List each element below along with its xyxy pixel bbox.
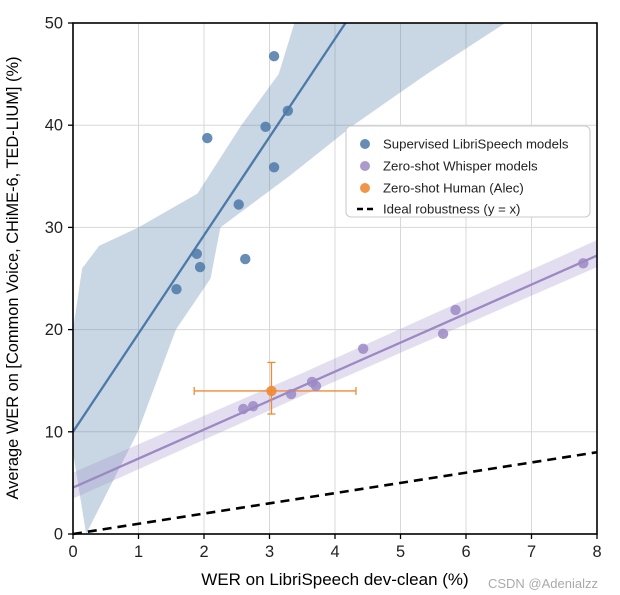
- svg-text:4: 4: [330, 543, 339, 561]
- svg-text:20: 20: [45, 321, 63, 339]
- svg-text:0: 0: [68, 543, 77, 561]
- svg-text:7: 7: [527, 543, 536, 561]
- svg-text:WER on LibriSpeech dev-clean (: WER on LibriSpeech dev-clean (%): [201, 570, 468, 589]
- svg-text:0: 0: [54, 526, 63, 544]
- svg-text:Zero-shot Human (Alec): Zero-shot Human (Alec): [383, 181, 524, 196]
- svg-text:5: 5: [396, 543, 405, 561]
- svg-text:2: 2: [199, 543, 208, 561]
- svg-text:Zero-shot Whisper models: Zero-shot Whisper models: [383, 159, 538, 174]
- svg-text:8: 8: [592, 543, 601, 561]
- svg-text:50: 50: [45, 15, 63, 33]
- svg-text:10: 10: [45, 423, 63, 441]
- svg-text:Ideal robustness (y = x): Ideal robustness (y = x): [383, 202, 520, 217]
- svg-text:Average WER on [Common Voice,: Average WER on [Common Voice, CHiME-6, T…: [4, 57, 22, 500]
- svg-text:30: 30: [45, 219, 63, 237]
- svg-text:6: 6: [461, 543, 470, 561]
- svg-text:CSDN @Adenialzz: CSDN @Adenialzz: [488, 576, 598, 591]
- svg-text:Supervised LibriSpeech models: Supervised LibriSpeech models: [383, 137, 569, 152]
- svg-text:3: 3: [265, 543, 274, 561]
- svg-text:1: 1: [134, 543, 143, 561]
- svg-text:40: 40: [45, 117, 63, 135]
